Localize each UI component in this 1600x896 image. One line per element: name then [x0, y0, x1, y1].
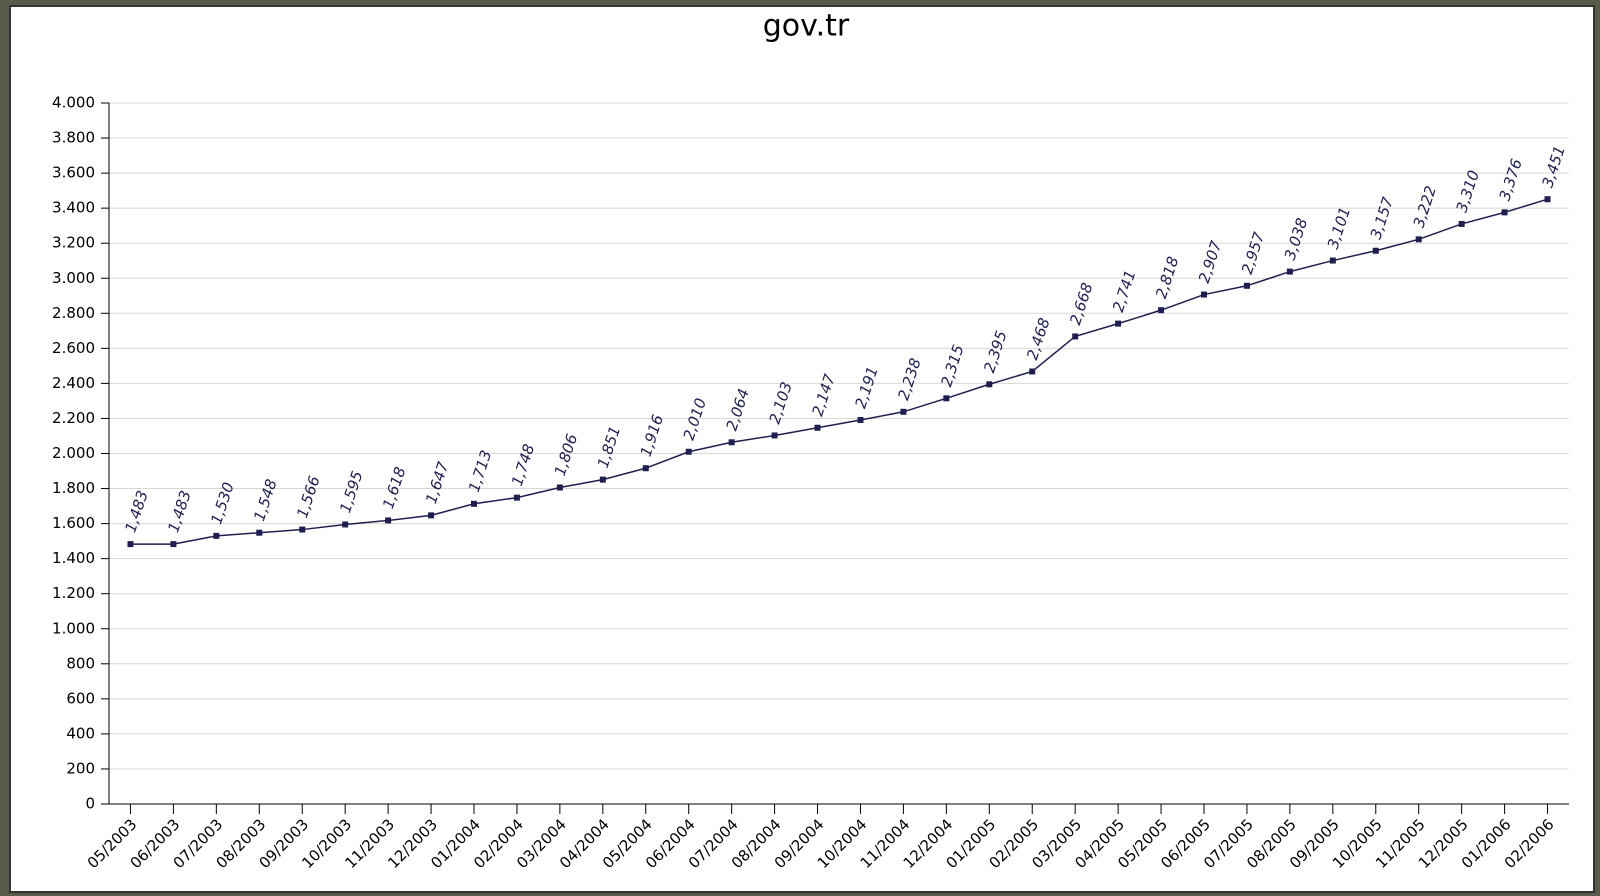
y-tick-label: 2.600	[52, 339, 95, 357]
panel	[9, 5, 1595, 893]
y-tick-label: 0	[85, 795, 95, 813]
y-tick-label: 3.800	[52, 129, 95, 147]
line	[130, 198, 1548, 545]
marker	[857, 417, 864, 424]
marker	[1201, 291, 1207, 298]
y-tick-label: 1.800	[52, 479, 95, 497]
marker	[685, 448, 692, 455]
marker	[1029, 368, 1036, 375]
marker	[1158, 307, 1165, 314]
marker	[1501, 209, 1508, 216]
y-tick-label: 1.200	[52, 584, 95, 602]
y-tick-label: 400	[66, 724, 95, 742]
marker	[900, 408, 907, 415]
y-tick-label: 1.400	[52, 549, 95, 567]
marker	[556, 484, 563, 491]
y-tick-label: 800	[66, 654, 95, 672]
marker	[471, 500, 477, 507]
marker	[986, 381, 993, 388]
y-tick-label: 3.000	[52, 269, 95, 287]
y-tick-label: 1.000	[52, 619, 95, 637]
y-tick-label: 3.600	[52, 164, 95, 182]
marker	[513, 494, 520, 501]
marker	[1329, 257, 1336, 264]
y-tick-label: 3.400	[52, 199, 95, 217]
y-tick-label: 1.600	[52, 514, 95, 532]
marker	[1372, 247, 1379, 254]
y-tick-label: 3.200	[52, 234, 95, 252]
y-tick-label: 2.000	[52, 444, 95, 462]
marker	[127, 541, 134, 548]
y-tick-label: 200	[66, 759, 95, 777]
marker	[771, 432, 778, 439]
marker	[342, 521, 349, 528]
y-tick-label: 2.800	[52, 304, 95, 322]
marker	[1286, 268, 1293, 275]
marker	[1115, 320, 1122, 327]
marker	[213, 532, 220, 539]
marker	[1415, 236, 1422, 243]
marker	[1544, 196, 1551, 203]
marker	[599, 476, 606, 483]
marker	[814, 424, 821, 431]
y-tick-label: 4.000	[52, 94, 95, 112]
marker	[256, 529, 263, 536]
y-tick-label: 2.200	[52, 409, 95, 427]
marker	[428, 512, 435, 519]
marker	[385, 517, 392, 524]
marker	[642, 465, 649, 472]
marker	[1458, 220, 1465, 227]
chart-title: gov.tr	[763, 9, 850, 44]
marker	[170, 541, 177, 548]
marker	[728, 439, 735, 446]
y-tick-label: 600	[66, 689, 95, 707]
marker	[1072, 333, 1079, 340]
marker	[299, 526, 306, 533]
marker	[1243, 282, 1250, 289]
marker	[943, 395, 950, 402]
y-tick-label: 2.400	[52, 374, 95, 392]
